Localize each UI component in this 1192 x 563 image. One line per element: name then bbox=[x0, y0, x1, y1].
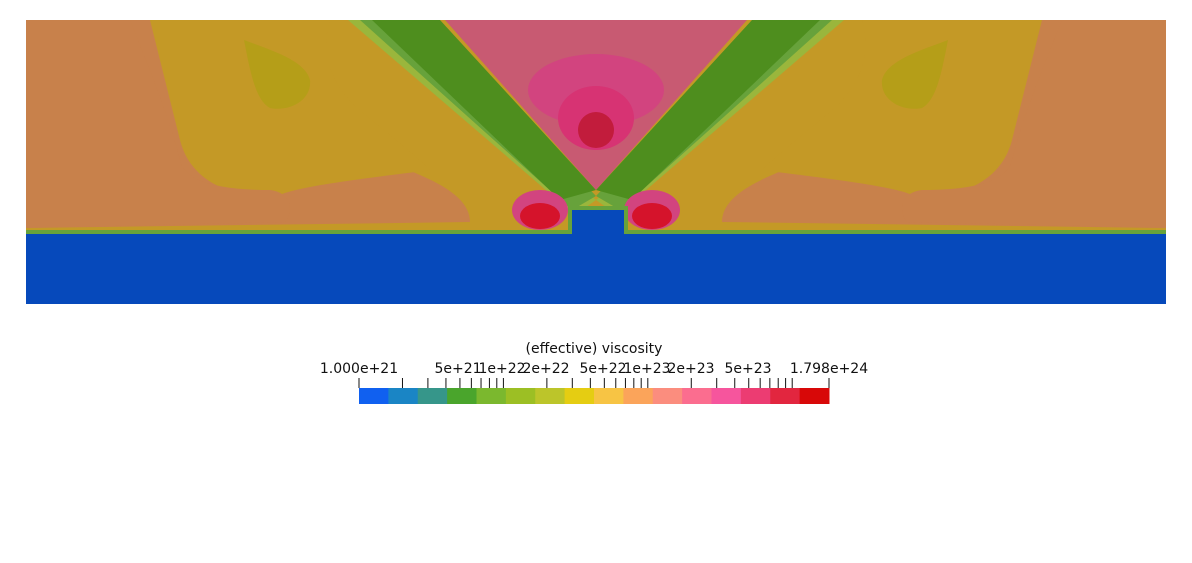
colorbar-title: (effective) viscosity bbox=[526, 341, 663, 357]
colorbar-swatch bbox=[535, 388, 566, 404]
left-olive-blob bbox=[244, 40, 311, 109]
colorbar-tick-label: 5e+23 bbox=[724, 361, 771, 377]
right-hotspot bbox=[632, 203, 672, 229]
colorbar-tick-label: 1e+22 bbox=[478, 361, 525, 377]
colorbar-swatch bbox=[505, 388, 536, 404]
colorbar-tick-label: 1e+23 bbox=[623, 361, 670, 377]
colorbar-tick-label: 1.798e+24 bbox=[790, 361, 868, 377]
colorbar-swatch bbox=[623, 388, 654, 404]
colorbar-tick-label: 5e+22 bbox=[579, 361, 626, 377]
colorbar-swatch bbox=[564, 388, 595, 404]
right-shear-band-core bbox=[596, 20, 820, 200]
colorbar-swatch bbox=[740, 388, 771, 404]
colorbar-swatch bbox=[711, 388, 742, 404]
colorbar-swatch bbox=[359, 388, 389, 404]
colorbar-tick-label: 2e+23 bbox=[667, 361, 714, 377]
colorbar-swatch bbox=[652, 388, 683, 404]
left-shear-band-core bbox=[372, 20, 596, 200]
colorbar-swatch bbox=[682, 388, 712, 404]
colorbar-swatch bbox=[799, 388, 830, 404]
colorbar-tick-label: 2e+22 bbox=[522, 361, 569, 377]
colorbar-swatch bbox=[594, 388, 624, 404]
right-gold-inner bbox=[762, 20, 1042, 196]
colorbar-swatch bbox=[417, 388, 448, 404]
wedge-peak-zone bbox=[578, 112, 614, 148]
colorbar: (effective) viscosity 1.000e+21 5e+21 1e… bbox=[320, 341, 868, 404]
colorbar-swatches bbox=[359, 388, 830, 404]
left-gold-inner bbox=[150, 20, 430, 196]
colorbar-tick-label: 5e+21 bbox=[434, 361, 481, 377]
model-domain bbox=[26, 20, 1166, 304]
colorbar-ticks bbox=[358, 378, 830, 388]
colorbar-swatch bbox=[770, 388, 801, 404]
colorbar-tick-label: 1.000e+21 bbox=[320, 361, 398, 377]
lower-layer bbox=[26, 210, 1166, 304]
right-orange-band bbox=[902, 20, 1166, 228]
colorbar-swatch bbox=[476, 388, 507, 404]
right-olive-blob bbox=[881, 40, 948, 109]
colorbar-swatch bbox=[388, 388, 419, 404]
left-hotspot bbox=[520, 203, 560, 229]
colorbar-swatch bbox=[447, 388, 477, 404]
left-orange-band bbox=[26, 20, 290, 228]
